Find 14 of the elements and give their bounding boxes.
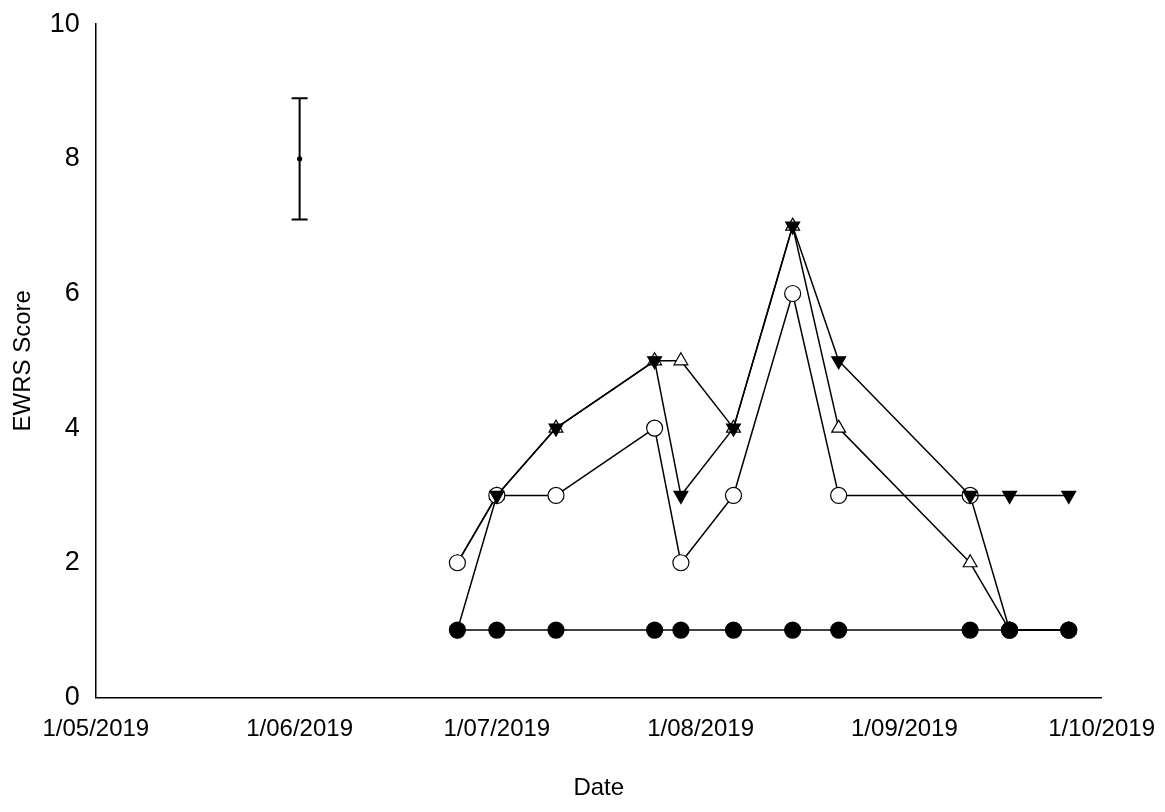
x-axis-title: Date — [573, 773, 625, 801]
x-tick-label: 1/08/2019 — [647, 714, 755, 742]
y-axis-title: EWRS Score — [8, 290, 36, 432]
x-tick-label: 1/06/2019 — [246, 714, 354, 742]
x-tick-label: 1/05/2019 — [42, 714, 150, 742]
y-tick-label: 4 — [64, 411, 80, 442]
y-tick-label: 0 — [64, 680, 80, 711]
y-tick-label: 2 — [64, 546, 80, 577]
x-tick-label: 1/10/2019 — [1048, 714, 1156, 742]
y-tick-label: 10 — [49, 7, 80, 38]
y-tick-label: 8 — [64, 142, 80, 173]
x-tick-label: 1/07/2019 — [443, 714, 551, 742]
y-tick-label: 6 — [64, 276, 80, 307]
x-tick-label: 1/09/2019 — [851, 714, 958, 742]
